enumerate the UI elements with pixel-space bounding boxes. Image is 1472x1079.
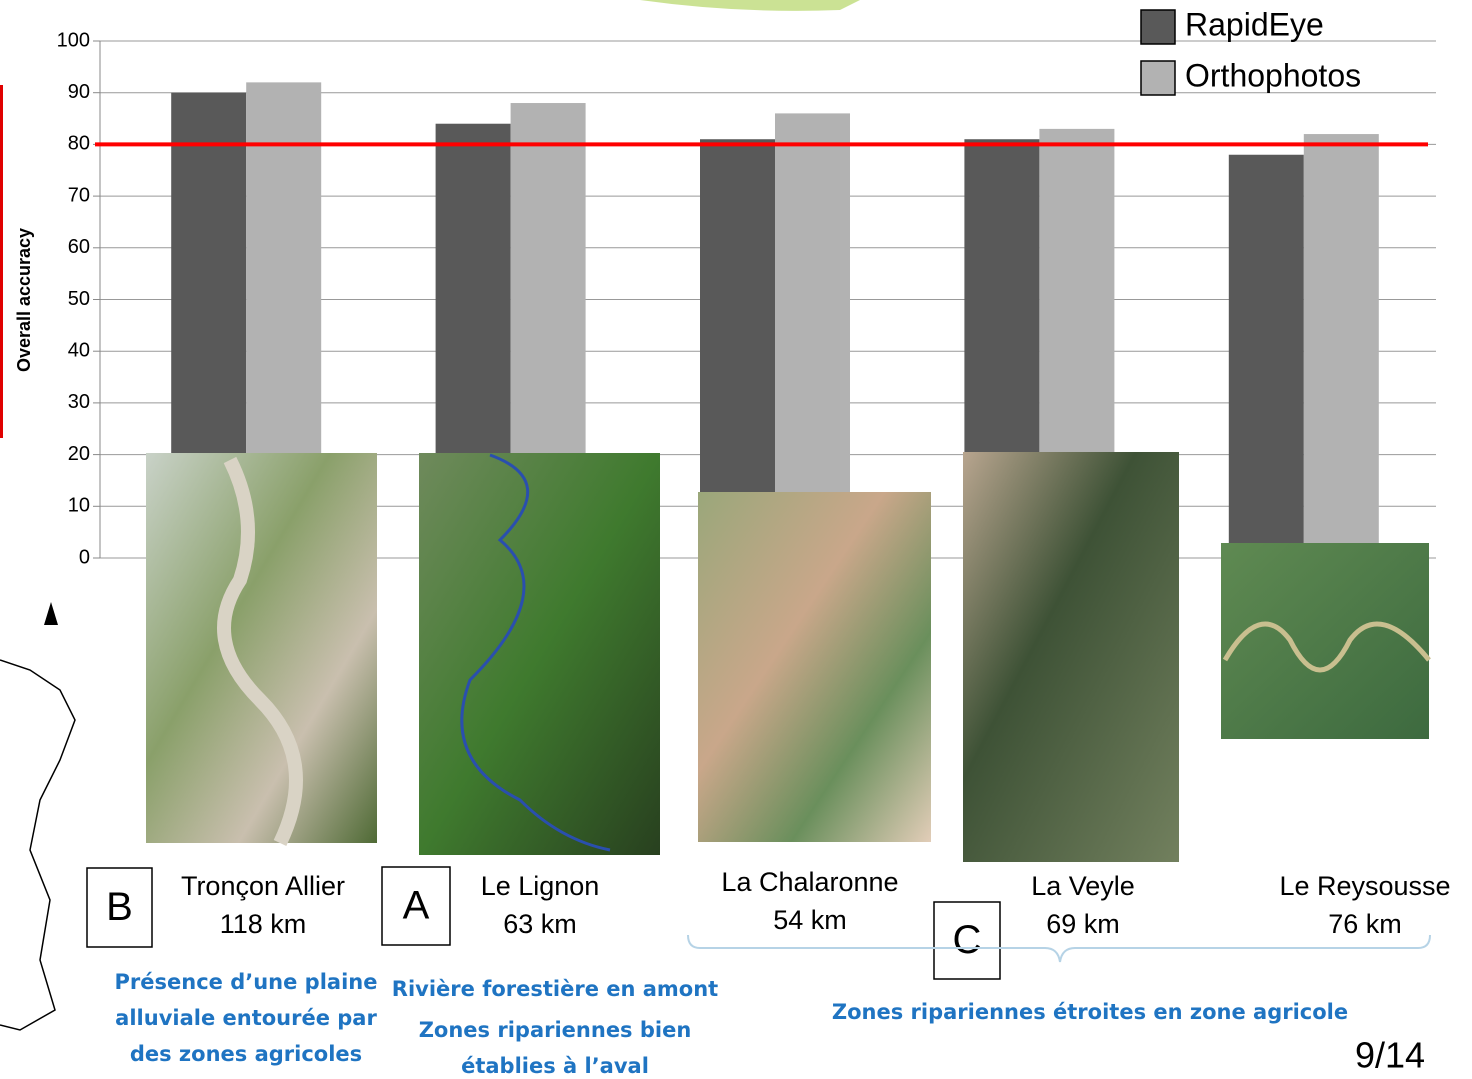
group-brace <box>687 934 1431 963</box>
note: Présence d’une plaine <box>115 970 378 994</box>
photo <box>698 492 931 842</box>
category-label: La Chalaronne <box>721 867 898 897</box>
y-tick-label: 70 <box>68 184 90 206</box>
category-label: Le Reysousse <box>1279 871 1450 901</box>
labels: RapidEye Orthophotos Tronçon Allier 118 km L… <box>86 6 1451 1078</box>
category-label: La Veyle <box>1031 871 1135 901</box>
y-tick-label: 20 <box>68 443 90 465</box>
legend-swatch <box>1140 9 1176 45</box>
group-letter: B <box>106 885 133 929</box>
side-accent <box>0 85 3 438</box>
category-sublabel: 118 km <box>220 909 307 939</box>
note: Rivière forestière en amont <box>392 977 718 1001</box>
legend-swatch <box>1140 60 1176 96</box>
category-sublabel: 63 km <box>503 909 577 939</box>
map-outline <box>0 659 76 1031</box>
category-sublabel: 54 km <box>773 905 847 935</box>
page-number: 9/14 <box>1355 1035 1425 1076</box>
legend-label: RapidEye <box>1185 6 1324 42</box>
note: des zones agricoles <box>130 1042 362 1066</box>
y-tick-label: 60 <box>68 236 90 258</box>
y-tick-label: 100 <box>57 29 90 51</box>
legend-label: Orthophotos <box>1185 57 1361 93</box>
y-tick-label: 30 <box>68 391 90 413</box>
header-swoosh <box>640 0 860 11</box>
note: Zones ripariennes étroites en zone agric… <box>832 1000 1348 1024</box>
note: Zones ripariennes bien <box>419 1018 692 1042</box>
category-label: Le Lignon <box>481 871 600 901</box>
photo-river <box>1222 621 1431 673</box>
photo <box>1221 543 1429 739</box>
group-letter-box <box>933 901 1001 980</box>
category-sublabel: 69 km <box>1046 909 1120 939</box>
photo <box>146 453 377 843</box>
y-axis-label: Overall accuracy <box>14 228 34 372</box>
photo-river <box>460 453 611 852</box>
photo-river <box>217 456 303 847</box>
category-label: Tronçon Allier <box>181 871 345 901</box>
category-sublabel: 76 km <box>1328 909 1402 939</box>
group-letter: C <box>953 918 982 962</box>
y-tick-label: 80 <box>68 133 90 155</box>
group-letter: A <box>403 884 430 928</box>
y-tick-label: 50 <box>68 288 90 310</box>
y-tick-label: 0 <box>79 546 90 568</box>
bar <box>1228 154 1304 559</box>
bar <box>700 139 775 559</box>
photos <box>146 452 1431 862</box>
photo <box>963 452 1179 862</box>
note: alluviale entourée par <box>115 1006 377 1030</box>
y-tick-label: 90 <box>68 81 90 103</box>
bar <box>775 113 850 558</box>
y-tick-label: 10 <box>68 495 90 517</box>
north-arrow <box>44 602 58 625</box>
photo <box>419 453 660 855</box>
note: établies à l’aval <box>461 1054 649 1078</box>
group-letter-box <box>381 866 451 946</box>
bar <box>1303 134 1379 558</box>
group-letter-box <box>86 867 153 948</box>
y-tick-label: 40 <box>68 339 90 361</box>
